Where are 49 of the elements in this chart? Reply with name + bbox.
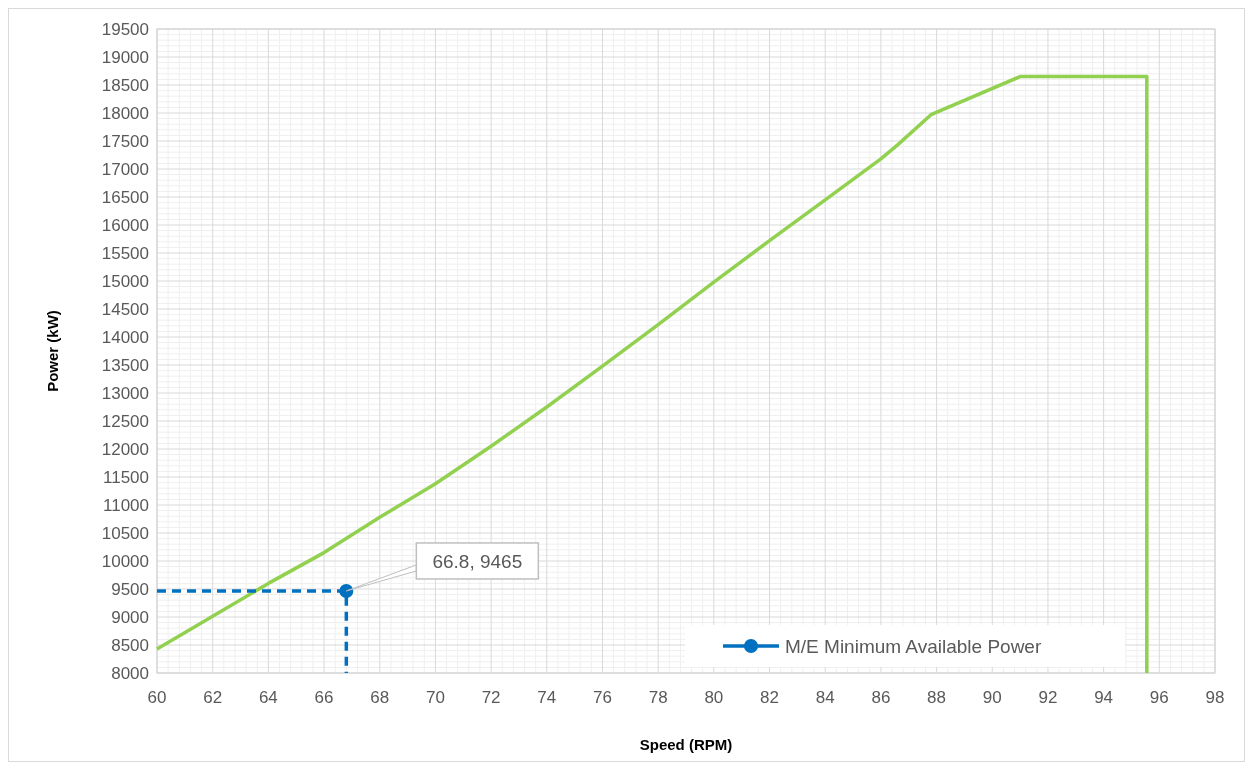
x-tick-label: 70 — [425, 688, 445, 707]
y-tick-label: 17500 — [101, 132, 149, 151]
y-tick-label: 8500 — [111, 636, 149, 655]
annotation: 66.8, 9465 — [432, 550, 523, 572]
y-tick-label: 11000 — [102, 496, 149, 515]
y-tick-label: 16500 — [101, 188, 149, 207]
y-tick-label: 8000 — [111, 664, 149, 683]
y-tick-label: 17000 — [101, 160, 149, 179]
x-tick-label: 92 — [1038, 688, 1058, 707]
y-tick-label: 13500 — [101, 356, 149, 375]
y-tick-label: 18000 — [101, 104, 149, 123]
y-tick-label: 19000 — [101, 48, 149, 67]
y-tick-label: 14500 — [101, 300, 149, 319]
y-tick-label: 9000 — [111, 608, 149, 627]
y-tick-label: 19500 — [101, 20, 149, 39]
y-tick-label: 13000 — [101, 384, 149, 403]
x-tick-label: 62 — [203, 688, 223, 707]
x-tick-label: 78 — [648, 688, 668, 707]
x-tick-label: 60 — [147, 688, 167, 707]
x-tick-label: 82 — [760, 688, 779, 707]
x-tick-label: 88 — [927, 688, 947, 707]
x-tick-label: 66 — [314, 688, 334, 707]
y-tick-label: 12500 — [101, 412, 149, 431]
x-tick-label: 84 — [815, 688, 835, 707]
x-tick-label: 74 — [537, 688, 557, 707]
x-axis-title: Speed (RPM) — [639, 736, 733, 753]
x-tick-label: 64 — [258, 688, 278, 707]
legend-label: M/E Minimum Available Power — [785, 636, 1042, 657]
x-tick-label: 72 — [481, 688, 501, 707]
y-tick-label: 10000 — [101, 552, 149, 571]
x-tick-label: 68 — [370, 688, 390, 707]
y-tick-label: 15500 — [101, 244, 149, 263]
y-tick-label: 18500 — [101, 76, 149, 95]
x-tick-label: 98 — [1205, 688, 1225, 707]
x-tick-label: 90 — [982, 688, 1002, 707]
y-tick-label: 15000 — [101, 272, 149, 291]
x-tick-label: 76 — [593, 688, 612, 707]
x-tick-label: 96 — [1149, 688, 1169, 707]
y-tick-label: 10500 — [101, 524, 149, 543]
x-tick-label: 94 — [1094, 688, 1114, 707]
line-series — [155, 74, 1149, 675]
y-axis-title: Power (kW) — [44, 310, 61, 392]
y-tick-label: 14000 — [101, 328, 149, 347]
x-tick-label: 86 — [871, 688, 891, 707]
y-tick-label: 11500 — [102, 468, 149, 487]
y-tick-label: 16000 — [101, 216, 149, 235]
y-tick-label: 9500 — [111, 580, 149, 599]
y-tick-label: 12000 — [101, 440, 149, 459]
x-tick-label: 80 — [704, 688, 724, 707]
